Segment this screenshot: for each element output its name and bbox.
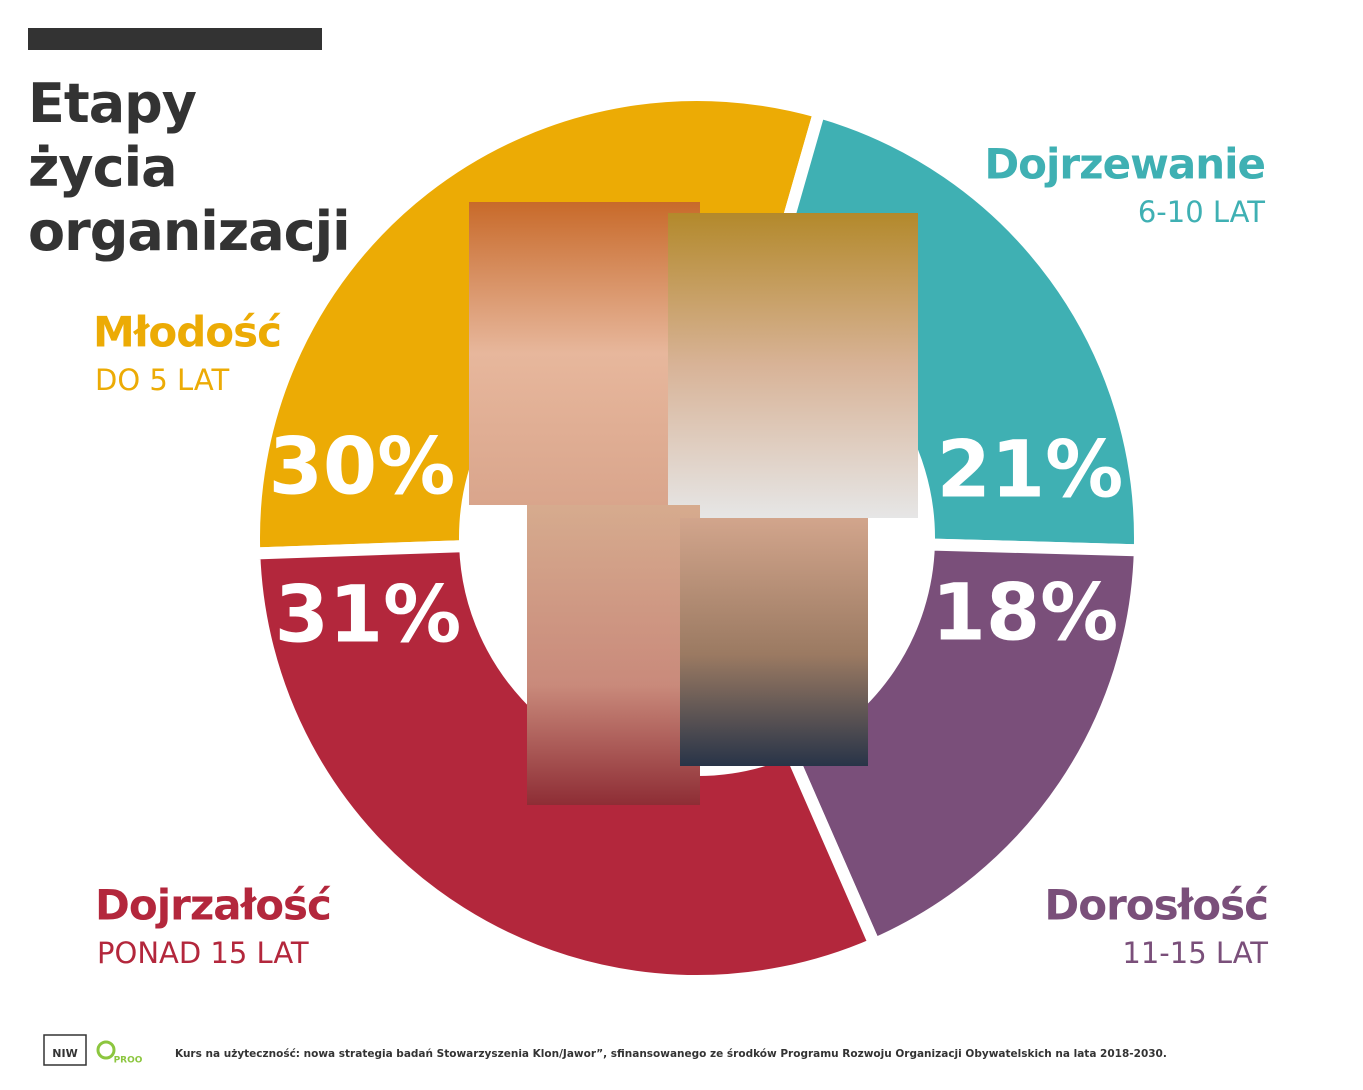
photo — [527, 505, 700, 805]
logo-text: PROO — [114, 1056, 143, 1066]
value-label: 31% — [275, 570, 462, 660]
photo — [668, 213, 918, 518]
logo-icon — [96, 1040, 116, 1060]
value-label: 30% — [269, 422, 456, 512]
age-label: PONAD 15 LAT — [97, 936, 309, 970]
age-label: 11-15 LAT — [1122, 936, 1268, 970]
photo — [680, 518, 868, 766]
footer-source: Kurs na użyteczność: nowa strategia bada… — [175, 1048, 1167, 1060]
value-label: 18% — [932, 568, 1119, 658]
age-label: 6-10 LAT — [1138, 195, 1265, 229]
category-label: Dojrzałość — [95, 881, 331, 930]
logo-frame — [43, 1034, 87, 1066]
category-label: Dorosłość — [1044, 881, 1268, 930]
photo-collage — [469, 202, 918, 805]
category-label: Dojrzewanie — [984, 140, 1265, 189]
logo-text: NIW — [52, 1047, 77, 1060]
logos: NIW PROO — [43, 1034, 143, 1066]
category-label: Młodość — [93, 308, 281, 357]
title-bar — [28, 28, 322, 50]
value-label: 21% — [937, 425, 1124, 515]
chart-title: Etapy życia organizacji — [28, 72, 351, 263]
age-label: DO 5 LAT — [95, 363, 229, 397]
photo — [469, 202, 700, 505]
donut-segment — [781, 538, 1146, 952]
